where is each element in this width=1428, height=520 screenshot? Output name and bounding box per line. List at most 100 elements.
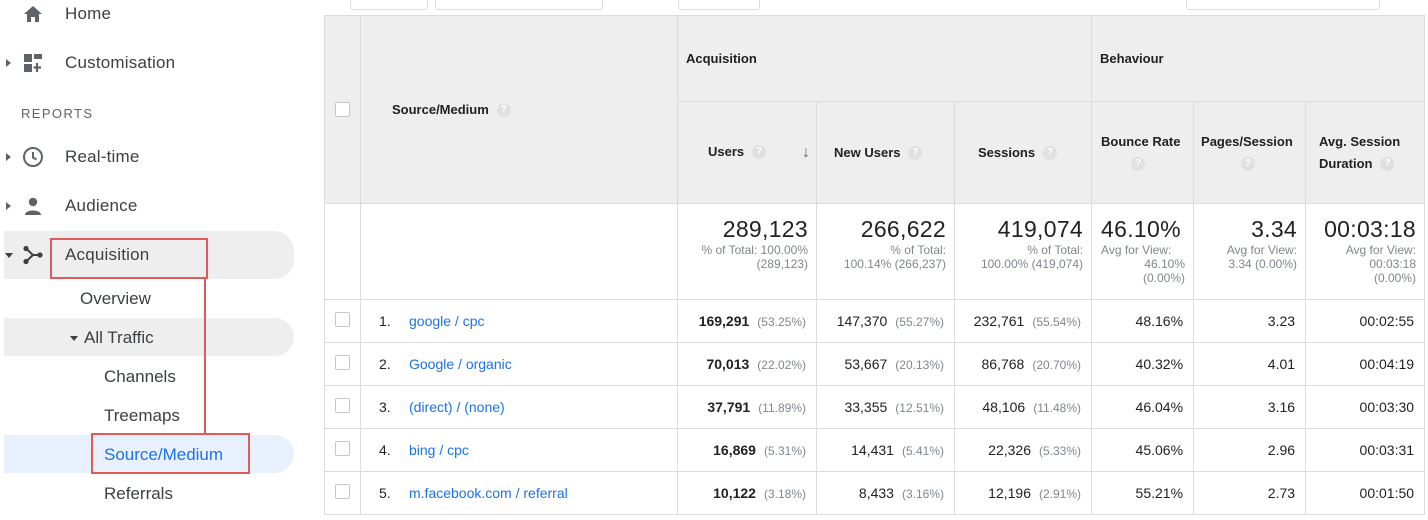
bounce-rate-value: 40.32%	[1091, 342, 1195, 386]
toolbar-button[interactable]	[678, 0, 760, 10]
help-icon[interactable]: ?	[1043, 146, 1058, 161]
row-rank: 1.	[379, 313, 391, 329]
clock-icon	[22, 146, 44, 168]
sessions-header[interactable]: Sessions?	[953, 101, 1093, 204]
row-checkbox[interactable]	[335, 484, 350, 499]
source-medium-link[interactable]: (direct) / (none)	[409, 399, 505, 415]
row-rank: 5.	[379, 485, 391, 501]
new-users-value: 14,431	[851, 442, 894, 458]
bounce-rate-value: 46.04%	[1091, 385, 1195, 429]
help-icon[interactable]: ?	[496, 103, 511, 118]
bounce-rate-value: 55.21%	[1091, 471, 1195, 515]
sidebar-item-home[interactable]: Home	[0, 0, 290, 34]
total-detail: % of Total: 100.00%	[701, 243, 808, 257]
sidebar-nav: Home Customisation REPORTS Real-time Aud…	[0, 0, 300, 520]
sessions-value: 22,326	[988, 442, 1031, 458]
help-icon[interactable]: ?	[908, 146, 923, 161]
sidebar-item-acquisition[interactable]: Acquisition	[0, 235, 290, 275]
dashboard-grid-icon	[22, 52, 44, 74]
sidebar-item-all-traffic[interactable]: All Traffic	[70, 328, 154, 348]
row-rank: 3.	[379, 399, 391, 415]
sidebar-item-overview[interactable]: Overview	[80, 289, 151, 308]
sidebar-item-channels[interactable]: Channels	[104, 367, 176, 386]
row-checkbox[interactable]	[335, 398, 350, 413]
bounce-rate-header[interactable]: Bounce Rate?	[1091, 101, 1195, 204]
sessions-value: 12,196	[988, 485, 1031, 501]
source-medium-header[interactable]: Source/Medium?	[360, 15, 678, 204]
total-bounce-rate: 46.10% Avg for View: 46.10% (0.00%)	[1091, 203, 1195, 300]
annotation-box-source-medium	[91, 433, 250, 474]
row-checkbox[interactable]	[335, 355, 350, 370]
users-value: 169,291	[698, 313, 750, 329]
new-users-header[interactable]: New Users?	[816, 101, 955, 204]
avg-session-value: 00:02:55	[1305, 299, 1426, 343]
source-medium-link[interactable]: google / cpc	[409, 313, 485, 329]
sidebar-item-label: All Traffic	[84, 328, 154, 347]
avg-session-value: 00:03:30	[1305, 385, 1426, 429]
sessions-percent: (20.70%)	[1032, 358, 1082, 372]
pages-session-header[interactable]: Pages/Session?	[1193, 101, 1307, 204]
users-header[interactable]: Users? ↓	[677, 101, 817, 204]
search-box[interactable]	[1186, 0, 1380, 10]
total-new-users: 266,622 % of Total: 100.14% (266,237)	[816, 203, 955, 300]
bounce-rate-value: 48.16%	[1091, 299, 1195, 343]
avg-session-value: 00:04:19	[1305, 342, 1426, 386]
avg-session-header[interactable]: Avg. Session Duration?	[1305, 101, 1426, 204]
users-percent: (5.31%)	[763, 444, 806, 458]
sidebar-item-customisation[interactable]: Customisation	[0, 43, 290, 83]
sessions-percent: (2.91%)	[1039, 487, 1082, 501]
help-icon[interactable]: ?	[1380, 157, 1395, 172]
sidebar-item-audience[interactable]: Audience	[0, 186, 290, 226]
table-row: 5. m.facebook.com / referral 10,122 (3.18%…	[324, 471, 1426, 515]
source-medium-link[interactable]: m.facebook.com / referral	[409, 485, 568, 501]
header-label: Source/Medium	[392, 101, 489, 117]
select-all-checkbox[interactable]	[335, 102, 350, 117]
total-detail: Avg for View:	[1101, 243, 1172, 257]
source-medium-table: Source/Medium? Acquisition Behaviour Use…	[324, 15, 1426, 515]
help-icon[interactable]: ?	[752, 145, 767, 160]
sessions-percent: (55.54%)	[1032, 315, 1082, 329]
pages-session-value: 3.23	[1193, 299, 1307, 343]
total-detail: 100.14% (266,237)	[843, 257, 946, 271]
total-detail: (0.00%)	[1143, 271, 1186, 285]
sidebar-item-source-medium[interactable]: Source/Medium	[104, 445, 224, 464]
pages-session-value: 4.01	[1193, 342, 1307, 386]
total-value: 289,123	[722, 216, 808, 242]
toolbar-button[interactable]	[435, 0, 603, 10]
total-detail: 100.00% (419,074)	[980, 257, 1084, 271]
users-value: 37,791	[707, 399, 751, 415]
pages-session-value: 3.16	[1193, 385, 1307, 429]
sessions-percent: (11.48%)	[1033, 401, 1082, 415]
total-detail: % of Total:	[890, 243, 946, 257]
source-medium-link[interactable]: Google / organic	[409, 356, 512, 372]
help-icon[interactable]: ?	[1131, 157, 1146, 172]
header-label: Users	[708, 143, 745, 159]
total-detail: Avg for View:	[1226, 243, 1298, 257]
pages-session-value: 2.73	[1193, 471, 1307, 515]
total-sessions: 419,074 % of Total: 100.00% (419,074)	[953, 203, 1093, 300]
total-detail: (289,123)	[756, 257, 808, 271]
help-icon[interactable]: ?	[1241, 157, 1256, 172]
person-icon	[22, 195, 44, 217]
toolbar-button[interactable]	[350, 0, 428, 10]
table-row: 3. (direct) / (none) 37,791 (11.89%) 33,35…	[324, 385, 1426, 429]
new-users-percent: (5.41%)	[901, 444, 944, 458]
reports-section-label: REPORTS	[21, 106, 94, 121]
new-users-value: 53,667	[844, 356, 888, 372]
report-area: Source/Medium? Acquisition Behaviour Use…	[324, 0, 1426, 520]
header-label: New Users	[834, 144, 901, 160]
caret-down-icon	[70, 336, 78, 342]
sidebar-item-treemaps[interactable]: Treemaps	[104, 406, 180, 425]
new-users-value: 33,355	[844, 399, 888, 415]
sidebar-item-realtime[interactable]: Real-time	[0, 137, 290, 177]
sidebar-item-referrals[interactable]: Referrals	[104, 484, 173, 503]
row-rank: 4.	[379, 442, 391, 458]
table-row: 2. Google / organic 70,013 (22.02%) 53,667…	[324, 342, 1426, 386]
source-medium-link[interactable]: bing / cpc	[409, 442, 469, 458]
sort-descending-icon[interactable]: ↓	[802, 143, 810, 161]
row-checkbox[interactable]	[335, 441, 350, 456]
new-users-percent: (12.51%)	[895, 401, 944, 415]
row-checkbox[interactable]	[335, 312, 350, 327]
total-detail: (0.00%)	[1374, 271, 1417, 285]
total-value: 46.10%	[1101, 216, 1181, 242]
